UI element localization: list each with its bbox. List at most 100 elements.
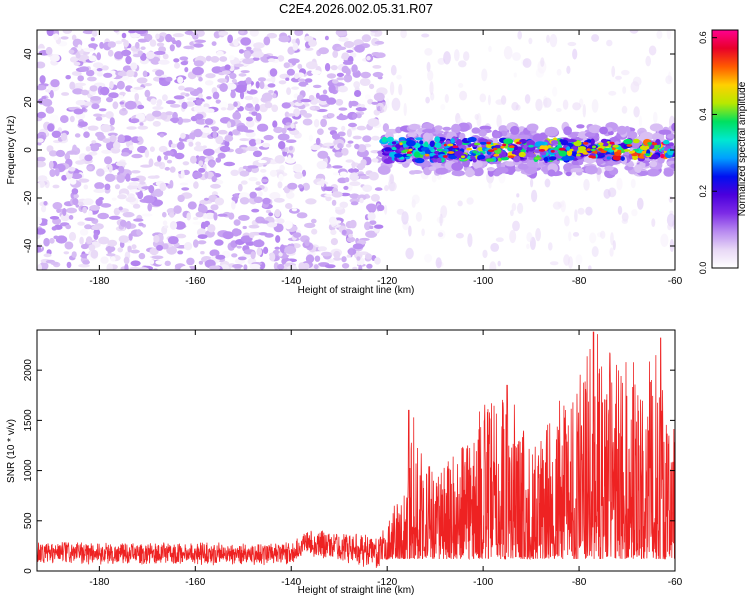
- noise-blob: [155, 69, 165, 77]
- noise-blob: [61, 92, 70, 96]
- signal-halo: [563, 126, 572, 136]
- noise-blob: [263, 134, 274, 141]
- noise-blob: [169, 44, 175, 52]
- hot-spot: [488, 149, 495, 153]
- signal-halo: [495, 166, 509, 174]
- snr-series-line: [37, 331, 675, 568]
- noise-blob: [324, 62, 331, 72]
- noise-blob: [108, 164, 113, 173]
- noise-blob: [255, 181, 261, 186]
- signal-blob: [391, 141, 397, 145]
- signal-blob: [384, 147, 392, 152]
- noise-blob: [119, 219, 127, 227]
- noise-blob: [144, 89, 151, 98]
- faint-blob: [400, 30, 407, 39]
- noise-blob: [128, 30, 137, 34]
- noise-blob: [166, 159, 173, 164]
- faint-blob: [488, 181, 492, 189]
- noise-blob: [119, 91, 126, 96]
- noise-blob: [124, 100, 137, 110]
- noise-blob: [77, 221, 85, 226]
- faint-blob: [648, 45, 657, 56]
- signal-blob: [419, 140, 424, 145]
- noise-blob: [37, 228, 46, 235]
- signal-halo: [670, 163, 675, 169]
- noise-blob: [167, 184, 172, 189]
- hot-spot: [609, 141, 615, 145]
- noise-blob: [47, 218, 52, 227]
- noise-blob: [85, 146, 91, 152]
- noise-blob: [324, 35, 329, 41]
- noise-blob: [180, 265, 191, 270]
- signal-blob: [485, 158, 495, 162]
- signal-blob: [548, 156, 557, 161]
- signal-blob: [406, 140, 416, 147]
- noise-blob: [341, 52, 350, 60]
- faint-blob: [444, 94, 449, 103]
- noise-blob: [73, 61, 81, 66]
- signal-halo: [569, 132, 578, 138]
- noise-blob: [126, 126, 137, 130]
- noise-blob: [253, 42, 265, 49]
- noise-blob: [107, 49, 114, 57]
- signal-blob: [602, 142, 609, 147]
- faint-blob: [443, 51, 451, 65]
- noise-blob: [304, 222, 316, 229]
- noise-blob: [130, 118, 140, 123]
- noise-blob: [210, 183, 221, 189]
- noise-blob: [331, 199, 337, 206]
- noise-blob: [130, 170, 141, 174]
- noise-blob: [232, 111, 242, 121]
- noise-blob: [274, 209, 281, 218]
- noise-blob: [62, 208, 67, 216]
- noise-blob: [106, 96, 113, 103]
- noise-blob: [349, 100, 359, 107]
- hot-spot: [598, 148, 603, 151]
- y-tick-label: -40: [23, 238, 34, 253]
- noise-blob: [308, 94, 315, 101]
- faint-blob: [495, 99, 504, 105]
- signal-blob: [518, 151, 526, 158]
- noise-blob: [69, 178, 77, 185]
- noise-blob: [41, 205, 47, 213]
- faint-blob: [631, 209, 638, 217]
- x-tick-label: -100: [473, 276, 493, 287]
- noise-blob: [291, 208, 298, 212]
- noise-blob: [83, 131, 90, 138]
- noise-blob: [41, 95, 47, 100]
- noise-blob: [285, 158, 296, 164]
- hot-spot: [406, 151, 412, 155]
- noise-blob: [298, 81, 309, 87]
- noise-blob: [205, 55, 212, 62]
- faint-blob: [459, 90, 468, 101]
- noise-blob: [181, 101, 188, 110]
- hot-spot: [508, 145, 515, 149]
- noise-blob: [252, 57, 260, 61]
- faint-blob: [575, 254, 583, 265]
- noise-blob: [182, 161, 190, 166]
- noise-blob: [174, 221, 186, 230]
- faint-blob: [481, 68, 488, 82]
- noise-blob: [362, 184, 373, 192]
- noise-blob: [69, 115, 75, 123]
- noise-blob: [324, 194, 332, 197]
- noise-blob: [272, 93, 277, 99]
- noise-blob: [73, 193, 79, 199]
- noise-blob: [308, 39, 317, 47]
- signal-halo: [666, 134, 675, 139]
- noise-blob: [263, 246, 269, 254]
- noise-blob: [142, 70, 148, 78]
- noise-blob: [119, 101, 125, 105]
- signal-blob: [560, 155, 571, 161]
- noise-blob: [166, 245, 178, 255]
- noise-blob: [237, 183, 243, 192]
- noise-blob: [246, 82, 252, 92]
- signal-halo: [584, 131, 596, 138]
- colorbar-bar: [711, 29, 739, 269]
- faint-blob: [568, 231, 572, 242]
- faint-blob: [543, 97, 552, 108]
- noise-blob: [245, 77, 252, 85]
- faint-blob: [388, 178, 395, 192]
- signal-halo: [510, 125, 520, 135]
- noise-blob: [356, 113, 362, 119]
